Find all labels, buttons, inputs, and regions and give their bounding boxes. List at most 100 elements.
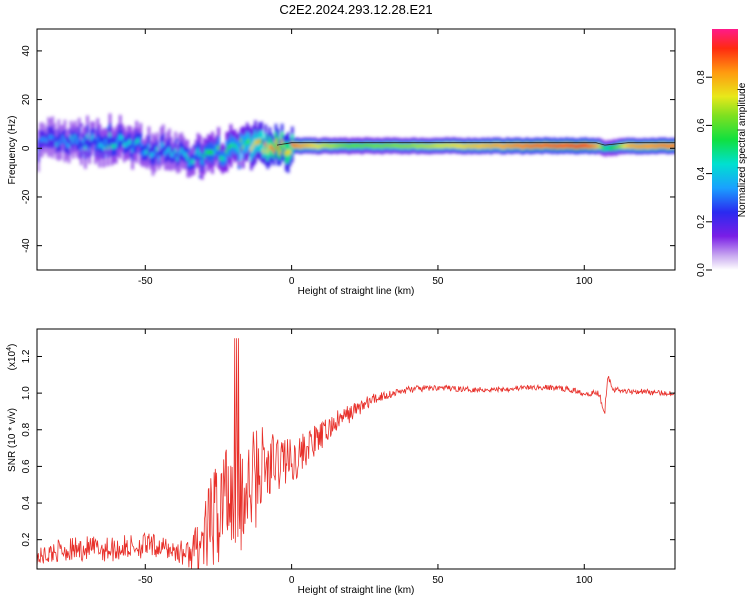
ridge-core: [168, 146, 171, 152]
ridge-core: [135, 139, 138, 145]
ridge-core: [375, 143, 378, 149]
ridge-core: [641, 144, 644, 149]
ridge-core: [571, 143, 575, 149]
ridge-core: [190, 158, 194, 164]
ridge-core: [567, 143, 571, 149]
ridge-core: [149, 152, 153, 158]
ridge-core: [139, 141, 143, 147]
ridge-core: [391, 143, 395, 148]
ridge-core: [262, 148, 265, 154]
ridge-core: [575, 143, 579, 149]
ridge-core: [221, 155, 225, 161]
ridge-core: [432, 143, 436, 149]
ridge-core: [370, 143, 374, 149]
ridge-core: [61, 135, 65, 140]
ridge-core: [407, 144, 411, 149]
ridge-core: [248, 138, 251, 144]
ridge-core: [166, 148, 169, 154]
ridge-core: [577, 143, 581, 149]
ridge-core: [39, 137, 42, 143]
ridge-core: [67, 143, 71, 149]
ridge-core: [491, 142, 495, 148]
ridge-core: [620, 143, 624, 149]
ridge-core: [84, 145, 87, 151]
ridge-core: [559, 143, 563, 148]
ridge-core: [411, 143, 415, 148]
ridge-core: [356, 143, 360, 149]
ridge-speckle: [88, 137, 92, 141]
ridge-core: [450, 142, 454, 148]
ridge-core: [655, 143, 659, 149]
ridge-core: [153, 151, 157, 157]
ridge-core: [446, 142, 450, 148]
ridge-core: [323, 142, 327, 148]
bottom-y-ticks: 0.2 0.4 0.6 0.8 1.0 1.2: [21, 349, 675, 547]
ridge-core: [137, 137, 141, 143]
ridge-core: [159, 144, 163, 150]
ridge-speckle: [188, 148, 192, 152]
bottom-y-tick-label: 0.2: [21, 532, 32, 546]
ridge-core: [143, 150, 147, 155]
ridge-core: [520, 144, 524, 149]
ridge-core: [194, 150, 198, 156]
ridge-core: [602, 145, 606, 151]
ridge-core: [524, 143, 528, 149]
ridge-speckle: [241, 126, 245, 130]
ridge-core: [69, 135, 73, 140]
top-y-tick-label: 20: [21, 94, 32, 106]
ridge-core: [219, 155, 222, 161]
ridge-core: [579, 142, 583, 148]
ridge-core: [448, 143, 452, 149]
ridge-core: [325, 143, 329, 148]
ridge-core: [305, 142, 309, 148]
ridge-core: [133, 141, 136, 147]
ridge-core: [555, 143, 558, 149]
colorbar-tick-label: 0.2: [696, 214, 707, 228]
ridge-core: [207, 150, 210, 156]
ridge-core: [672, 143, 675, 149]
bottom-plot-frame: [36, 328, 676, 570]
ridge-core: [276, 144, 280, 150]
ridge-core: [663, 142, 667, 148]
colorbar: 0.0 0.2 0.4 0.6 0.8 Normalized spectral ampl…: [696, 29, 748, 277]
ridge-core: [565, 142, 569, 148]
ridge-core: [518, 142, 522, 148]
ridge-core: [157, 155, 161, 161]
ridge-core: [258, 138, 261, 144]
colorbar-gradient: [712, 29, 738, 270]
ridge-core: [63, 138, 67, 144]
ridge-core: [463, 143, 466, 149]
ridge-core: [192, 159, 196, 165]
ridge-core: [530, 143, 534, 149]
top-x-axis-label: Height of straight line (km): [298, 286, 415, 297]
ridge-core: [604, 146, 608, 152]
ridge-core: [291, 141, 294, 147]
ridge-core: [350, 143, 354, 148]
colorbar-tick-label: 0.0: [696, 263, 707, 277]
ridge-core: [456, 143, 460, 149]
ridge-core: [592, 143, 595, 149]
ridge-core: [90, 135, 93, 141]
ridge-core: [215, 145, 218, 151]
top-y-tick-label: 0: [21, 145, 32, 151]
ridge-core: [547, 143, 550, 149]
ridge-core: [295, 142, 298, 148]
ridge-core: [536, 143, 540, 149]
ridge-core: [467, 142, 470, 148]
ridge-core: [409, 143, 413, 149]
ridge-core: [596, 143, 599, 149]
ridge-core: [403, 143, 407, 149]
ridge-core: [301, 143, 304, 149]
ridge-core: [385, 143, 388, 149]
ridge-core: [327, 143, 331, 149]
colorbar-tick-label: 0.6: [696, 118, 707, 132]
ridge-core: [47, 134, 50, 140]
ridge-core: [459, 143, 462, 149]
ridge-core: [504, 144, 507, 149]
ridge-core: [586, 143, 589, 149]
ridge-core: [252, 143, 255, 149]
ridge-core: [540, 143, 544, 149]
ridge-core: [241, 144, 245, 150]
ridge-core: [264, 142, 268, 148]
snr-panel: -50 0 50 100 0.2 0.4 0.6 0.8 1.0 1.2 Height of s…: [6, 328, 676, 596]
